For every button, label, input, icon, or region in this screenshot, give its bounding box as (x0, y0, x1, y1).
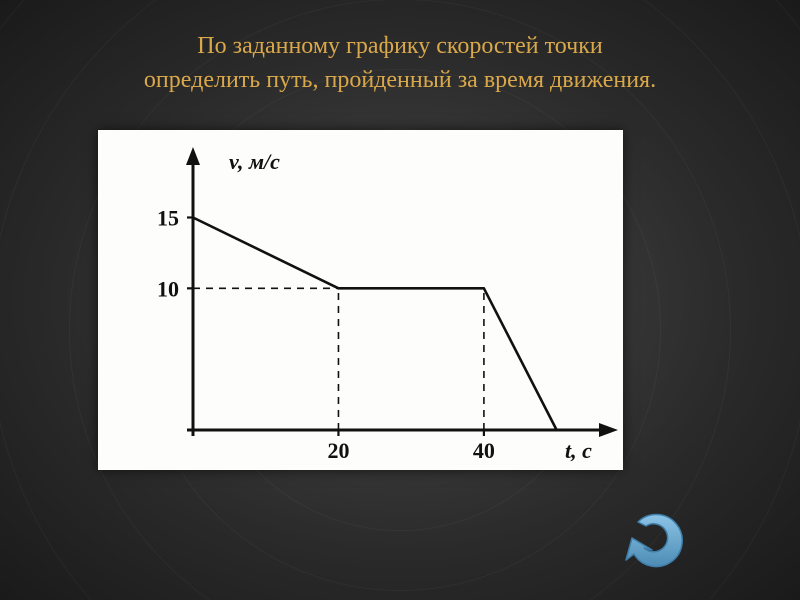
svg-text:15: 15 (157, 206, 179, 231)
svg-text:10: 10 (157, 276, 179, 301)
chart-svg: 10 15 20 40 v, м/с t, с (98, 130, 623, 470)
slide-title: По заданному графику скоростей точки опр… (60, 30, 740, 97)
svg-text:20: 20 (327, 438, 349, 463)
return-arrow-icon[interactable] (618, 508, 690, 580)
velocity-time-chart: 10 15 20 40 v, м/с t, с (98, 130, 623, 470)
svg-text:40: 40 (473, 438, 495, 463)
svg-text:t, с: t, с (565, 438, 592, 463)
title-line-2: определить путь, пройденный за время дви… (144, 67, 656, 93)
title-line-1: По заданному графику скоростей точки (197, 33, 602, 59)
svg-text:v, м/с: v, м/с (229, 149, 280, 174)
